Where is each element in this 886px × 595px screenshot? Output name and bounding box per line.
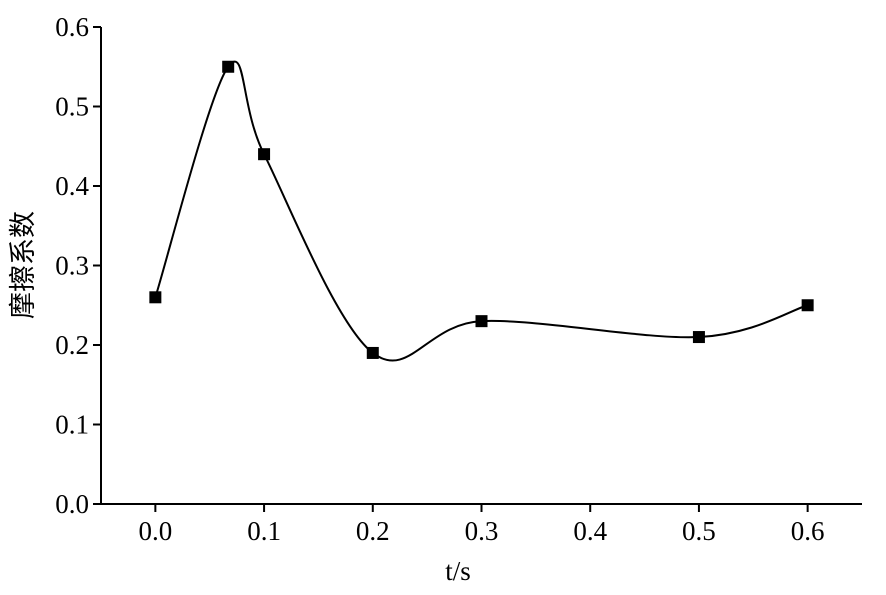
marker [801,299,814,312]
x-axis-label: t/s [445,556,471,586]
x-tick-label: 0.5 [682,516,716,546]
y-tick-label: 0.3 [55,251,89,281]
marker [692,331,705,344]
x-tick-label: 0.0 [138,516,172,546]
x-tick-label: 0.4 [573,516,607,546]
y-tick-label: 0.2 [55,330,89,360]
y-tick-label: 0.0 [55,489,89,519]
marker [149,291,162,304]
marker [222,60,235,73]
y-tick-label: 0.5 [55,92,89,122]
x-tick-label: 0.2 [356,516,390,546]
y-tick-label: 0.1 [55,410,89,440]
x-tick-label: 0.1 [247,516,281,546]
marker [366,346,379,359]
y-axis-label: 摩擦系数 [8,211,38,319]
y-tick-label: 0.6 [55,12,89,42]
marker [475,315,488,328]
x-tick-label: 0.6 [791,516,825,546]
x-tick-label: 0.3 [465,516,499,546]
marker [258,148,271,161]
y-tick-label: 0.4 [55,171,89,201]
series-line [154,60,808,362]
